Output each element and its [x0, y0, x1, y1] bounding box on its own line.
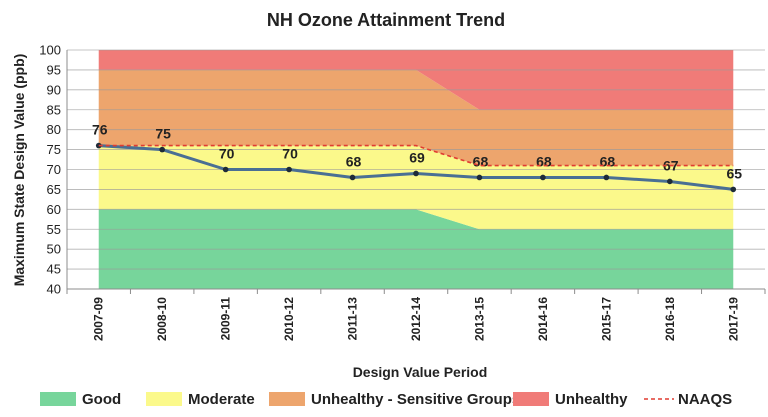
data-point	[159, 146, 165, 153]
y-tick-label: 95	[47, 62, 61, 77]
legend-label: Moderate	[188, 391, 255, 408]
band-unhealthy-sensitive-groups	[98, 69, 734, 166]
x-tick-label: 2013-15	[472, 297, 486, 341]
data-point	[222, 166, 229, 173]
data-point	[286, 166, 292, 173]
data-label: 65	[726, 165, 742, 181]
x-tick-label: 2016-18	[663, 297, 677, 341]
data-label: 68	[473, 153, 489, 169]
band-unhealthy	[98, 50, 734, 110]
data-label: 69	[409, 149, 425, 165]
data-point	[413, 170, 419, 177]
y-tick-label: 40	[47, 282, 61, 297]
data-label: 70	[282, 146, 298, 162]
data-point	[730, 186, 737, 193]
legend-swatch-unhealthy	[513, 392, 549, 406]
data-point	[667, 178, 673, 185]
x-axis-label: Design Value Period	[353, 364, 488, 380]
legend-label: Unhealthy	[555, 391, 628, 408]
x-tick-label: 2008-10	[155, 297, 169, 341]
data-label: 70	[219, 146, 235, 162]
y-tick-label: 70	[47, 162, 61, 177]
legend-swatch-unhealthy-sensitive-groups	[269, 392, 305, 406]
legend-label: Good	[82, 391, 121, 408]
data-point	[476, 174, 483, 181]
data-label: 76	[92, 122, 108, 138]
legend-label: NAAQS	[678, 391, 732, 408]
y-tick-label: 60	[47, 202, 61, 217]
plot-area: 40 45 50 55 60 65 70 75 80 85 90 95 100 2007-09 2008-1…	[39, 43, 766, 341]
data-point	[540, 174, 546, 181]
y-tick-label: 65	[47, 182, 61, 197]
data-label: 68	[346, 153, 362, 169]
x-tick-label: 2009-11	[219, 297, 233, 341]
y-tick-label: 75	[47, 142, 61, 157]
x-tick-label: 2012-14	[409, 297, 423, 341]
data-label: 68	[536, 153, 552, 169]
y-tick-label: 80	[47, 122, 61, 137]
data-label: 68	[600, 153, 616, 169]
x-tick-label: 2007-09	[92, 297, 106, 341]
naaqs-line	[98, 144, 734, 167]
y-axis-label: Maximum State Design Value (ppb)	[11, 54, 27, 287]
legend-swatch-good	[40, 392, 76, 406]
x-tick-label: 2010-12	[282, 297, 296, 341]
y-tick-label: 45	[47, 262, 61, 277]
data-point	[603, 174, 610, 181]
data-point	[95, 142, 102, 149]
y-tick-label: 55	[47, 222, 61, 237]
x-tick-label: 2011-13	[346, 297, 360, 341]
x-tick-label: 2015-17	[599, 297, 613, 341]
band-moderate	[98, 145, 734, 230]
x-tick-label: 2014-16	[536, 297, 550, 341]
y-tick-label: 90	[47, 82, 61, 97]
x-tick-label: 2017-19	[726, 297, 740, 341]
legend-swatch-moderate	[146, 392, 182, 406]
chart-legend: Good Moderate Unhealthy - Sensitive Groups…	[40, 391, 732, 408]
y-tick-label: 50	[47, 242, 61, 257]
y-tick-label: 100	[39, 43, 61, 58]
data-label: 75	[155, 126, 171, 142]
chart-title: NH Ozone Attainment Trend	[267, 10, 505, 30]
data-point	[349, 174, 356, 181]
legend-label: Unhealthy - Sensitive Groups	[311, 391, 520, 408]
y-tick-label: 85	[47, 102, 61, 117]
